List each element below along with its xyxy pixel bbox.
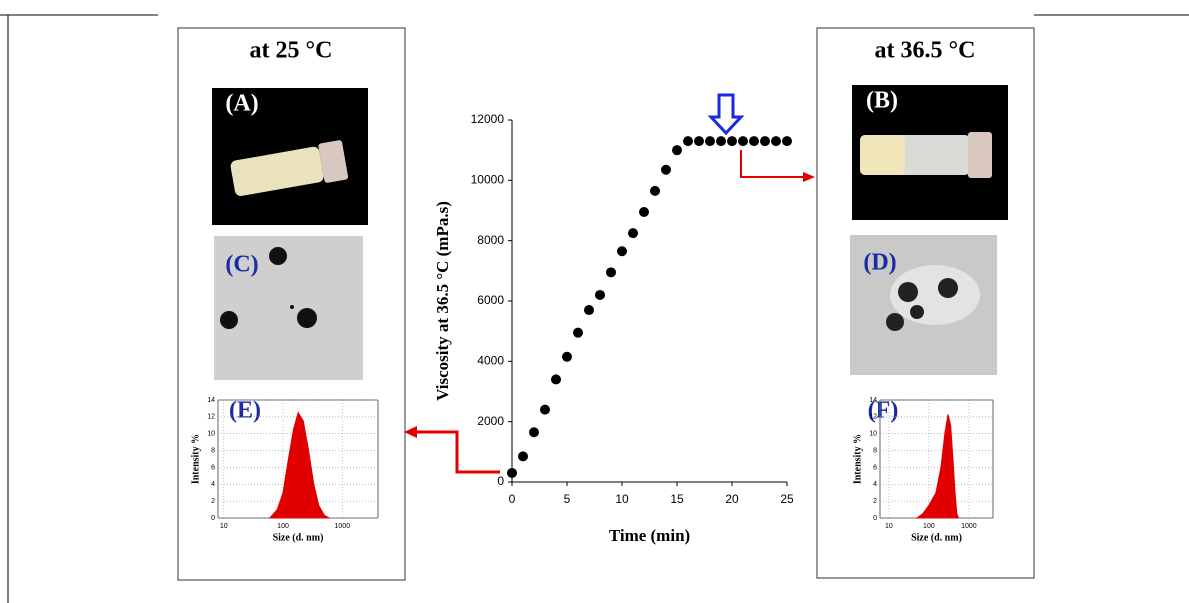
x-tick-label: 100	[923, 523, 935, 530]
data-point	[705, 136, 715, 147]
vial-cap	[968, 132, 992, 178]
y-tick-label: 10	[207, 431, 215, 438]
x-tick-label: 10	[885, 523, 893, 530]
y-tick-label: 4	[873, 481, 877, 488]
data-point	[551, 374, 561, 385]
y-tick-label: 2000	[477, 414, 504, 428]
panel-label: (D)	[863, 250, 896, 276]
data-point	[518, 451, 528, 462]
particle	[938, 278, 958, 298]
particle	[297, 308, 317, 328]
y-tick-label: 4000	[477, 354, 504, 368]
y-tick-label: 4	[211, 481, 215, 488]
y-tick-label: 0	[497, 474, 504, 488]
data-point	[562, 351, 572, 362]
y-tick-label: 14	[869, 397, 877, 404]
particle	[886, 313, 904, 331]
data-point	[628, 228, 638, 239]
link-arrow	[415, 430, 500, 474]
tem-image	[214, 236, 363, 380]
x-tick-label: 5	[564, 492, 571, 506]
panel-label: (A)	[225, 91, 258, 117]
panel-title: at 36.5 °C	[875, 38, 976, 64]
y-tick-label: 14	[207, 397, 215, 404]
data-point	[771, 136, 781, 147]
panel-title: at 25 °C	[250, 38, 333, 64]
data-point	[540, 404, 550, 415]
distribution-area	[915, 414, 960, 519]
x-tick-label: 100	[277, 523, 289, 530]
y-axis-label: Viscosity at 36.5 °C (mPa.s)	[433, 201, 452, 401]
y-tick-label: 10000	[471, 173, 505, 187]
panel-label: (B)	[866, 88, 898, 114]
y-axis-label: Intensity %	[852, 434, 863, 484]
arrowhead	[803, 172, 815, 182]
x-tick-label: 20	[725, 492, 739, 506]
y-axis-label: Intensity %	[190, 434, 201, 484]
particle	[269, 247, 287, 265]
x-tick-label: 25	[780, 492, 794, 506]
x-axis-label: Time (min)	[609, 526, 690, 545]
panel-box	[177, 27, 406, 581]
y-tick-label: 0	[211, 515, 215, 522]
x-tick-label: 10	[615, 492, 629, 506]
indicator-arrow	[707, 93, 745, 136]
vial	[230, 140, 349, 196]
y-tick-label: 6000	[477, 293, 504, 307]
data-point	[694, 136, 704, 147]
panel-label: (E)	[229, 398, 261, 424]
x-axis-label: Size (d. nm)	[911, 532, 962, 543]
particle	[910, 305, 924, 319]
x-tick-label: 10	[220, 523, 228, 530]
arrowhead	[404, 426, 417, 438]
x-tick-label: 1000	[335, 523, 351, 530]
data-point	[639, 207, 649, 218]
x-tick-label: 15	[670, 492, 684, 506]
y-tick-label: 12	[869, 414, 877, 421]
y-tick-label: 6	[873, 464, 877, 471]
data-point	[617, 246, 627, 257]
y-tick-label: 2	[211, 498, 215, 505]
data-point	[683, 136, 693, 147]
x-tick-label: 1000	[961, 523, 977, 530]
data-point	[727, 136, 737, 147]
data-point	[573, 327, 583, 338]
y-tick-label: 2	[873, 498, 877, 505]
data-point	[716, 136, 726, 147]
panel-label: (C)	[225, 252, 258, 278]
y-tick-label: 8	[211, 447, 215, 454]
data-point	[672, 145, 682, 156]
particle	[290, 305, 294, 309]
x-tick-label: 0	[509, 492, 516, 506]
link-arrow	[740, 150, 805, 178]
vial-gel	[860, 135, 905, 175]
particle	[220, 311, 238, 329]
data-point	[584, 305, 594, 316]
y-tick-label: 8000	[477, 233, 504, 247]
data-point	[661, 164, 671, 175]
data-point	[595, 289, 605, 300]
data-point	[507, 467, 517, 478]
data-point	[606, 267, 616, 278]
data-point	[782, 136, 792, 147]
x-axis-label: Size (d. nm)	[273, 532, 324, 543]
panel-label: (F)	[868, 398, 899, 424]
distribution-area	[268, 411, 330, 519]
data-point	[650, 185, 660, 196]
y-tick-label: 8	[873, 447, 877, 454]
y-tick-label: 10	[869, 431, 877, 438]
data-point	[529, 427, 539, 438]
data-point	[738, 136, 748, 147]
y-tick-label: 6	[211, 464, 215, 471]
data-point	[760, 136, 770, 147]
data-point	[749, 136, 759, 147]
y-tick-label: 0	[873, 515, 877, 522]
panel-box	[816, 27, 1035, 579]
y-tick-label: 12	[207, 414, 215, 421]
y-tick-label: 12000	[471, 112, 505, 126]
particle	[898, 282, 918, 302]
